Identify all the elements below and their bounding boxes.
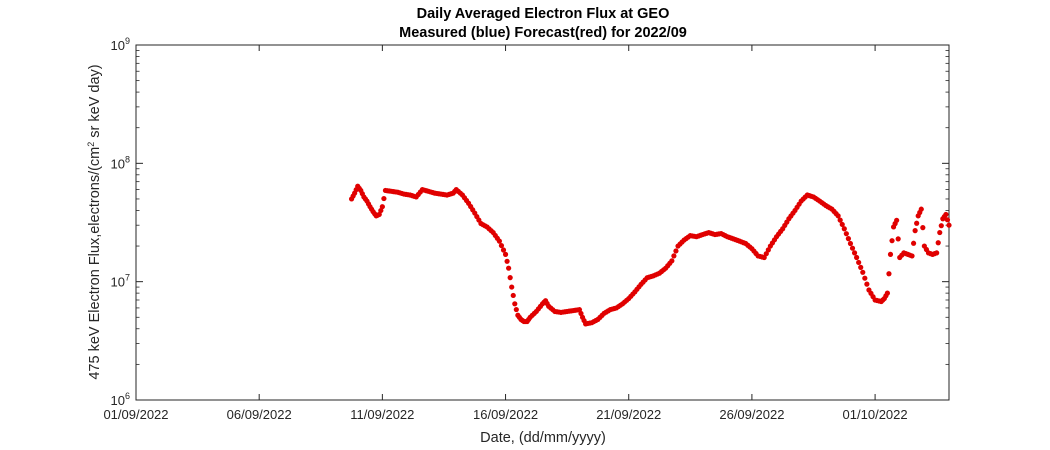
data-point (851, 250, 858, 256)
y-axis-label-end: sr keV day) (87, 64, 103, 141)
data-point (765, 247, 771, 253)
x-tick-label: 01/10/2022 (843, 407, 908, 422)
x-tick-label: 26/09/2022 (719, 407, 784, 422)
data-point (938, 223, 944, 229)
x-tick-label: 06/09/2022 (227, 407, 292, 422)
data-point (946, 222, 952, 228)
data-point (507, 275, 513, 281)
data-point (884, 290, 891, 296)
data-point (934, 250, 940, 256)
y-axis-label-main: 475 keV Electron Flux,electrons/(cm (87, 147, 103, 380)
y-tick-base: 10 (111, 393, 125, 408)
data-point (889, 238, 895, 244)
data-point (509, 284, 515, 290)
data-point (909, 253, 915, 259)
x-axis: 01/09/2022 06/09/2022 11/09/2022 16/09/2022… (103, 45, 908, 422)
forecast-series (348, 183, 952, 327)
data-point (498, 242, 505, 249)
data-point (935, 240, 941, 246)
data-point (849, 245, 856, 251)
data-point (502, 251, 509, 257)
y-tick-exponent: 9 (125, 36, 130, 46)
data-point (845, 236, 852, 242)
data-point (858, 264, 864, 270)
data-point (843, 231, 849, 237)
x-tick-label: 11/09/2022 (350, 407, 414, 422)
data-point (854, 254, 860, 261)
data-point (912, 228, 918, 234)
data-point (500, 247, 507, 253)
plot-area-frame (135, 44, 950, 401)
data-point (496, 238, 502, 244)
data-point (914, 220, 920, 226)
data-point (841, 226, 847, 232)
data-point (513, 306, 519, 313)
data-point (379, 204, 385, 210)
data-point (943, 211, 949, 218)
y-axis-label: 475 keV Electron Flux,electrons/(cm2 sr … (86, 64, 103, 379)
data-point (887, 251, 894, 257)
data-point (835, 213, 841, 219)
y-tick-exponent: 6 (125, 391, 130, 401)
data-point (673, 248, 679, 254)
data-point (920, 224, 926, 231)
data-point (837, 217, 843, 223)
y-axis-label-sup: 2 (86, 142, 96, 147)
data-point (504, 258, 510, 264)
data-point (506, 265, 512, 271)
data-point (763, 251, 769, 257)
data-point (669, 258, 675, 264)
data-point (512, 301, 518, 307)
data-point (918, 206, 924, 212)
x-tick-label: 16/09/2022 (473, 407, 538, 422)
data-point (847, 240, 854, 247)
chart-subtitle: Measured (blue) Forecast(red) for 2022/0… (399, 25, 687, 41)
y-tick-exponent: 7 (125, 273, 130, 283)
y-tick-base: 10 (111, 275, 125, 290)
data-point (910, 240, 917, 246)
data-point (761, 254, 767, 261)
y-tick-label: 108 (111, 154, 130, 171)
data-point (671, 253, 677, 259)
y-tick-label: 109 (111, 36, 130, 53)
data-point (944, 217, 951, 223)
data-point (862, 275, 868, 281)
data-point (381, 195, 387, 202)
data-point (856, 259, 862, 266)
data-point (937, 229, 943, 236)
y-tick-base: 10 (111, 38, 125, 53)
data-point (860, 269, 866, 275)
y-tick-label: 106 (111, 391, 130, 408)
y-tick-label: 107 (111, 273, 130, 290)
data-point (886, 271, 892, 277)
data-point (864, 281, 870, 287)
x-tick-label: 21/09/2022 (596, 407, 661, 422)
x-axis-label: Date, (dd/mm/yyyy) (480, 430, 606, 446)
data-point (895, 236, 901, 242)
data-point (839, 221, 845, 228)
x-tick-label: 01/09/2022 (103, 407, 168, 422)
data-point (894, 217, 900, 223)
data-point (510, 292, 516, 299)
chart-title: Daily Averaged Electron Flux at GEO (417, 6, 670, 22)
y-tick-base: 10 (111, 156, 125, 171)
y-tick-exponent: 8 (125, 154, 130, 164)
